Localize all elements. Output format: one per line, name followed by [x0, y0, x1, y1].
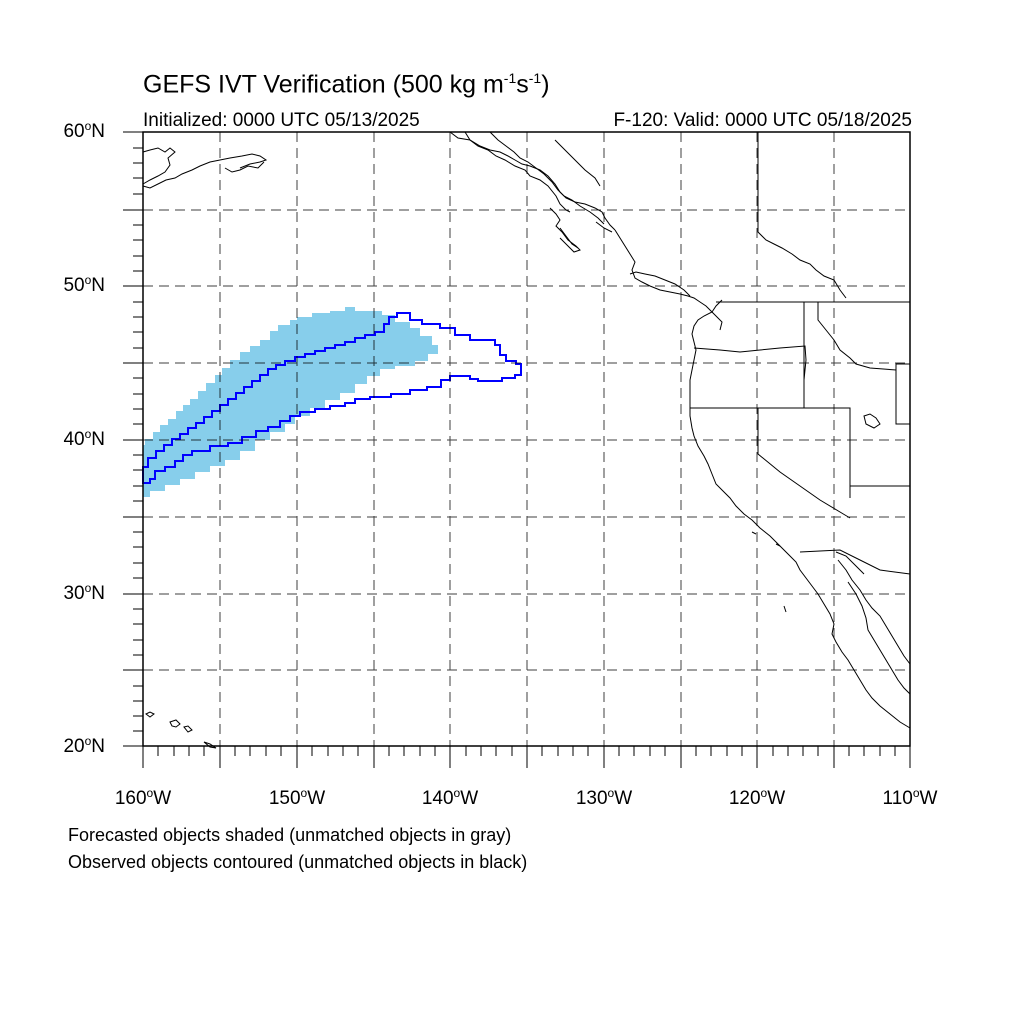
lon-label-160: 160oW [114, 786, 172, 809]
lat-label-40: 40oN [63, 427, 105, 450]
lon-label-130: 130oW [575, 786, 633, 809]
lat-label-60: 60oN [63, 119, 105, 142]
map-title: GEFS IVT Verification (500 kg m-1s-1) [143, 70, 550, 99]
graticule [143, 132, 910, 746]
initialized-time: Initialized: 0000 UTC 05/13/2025 [143, 110, 420, 131]
lon-label-120: 120oW [728, 786, 786, 809]
note-observed: Observed objects contoured (unmatched ob… [68, 852, 528, 872]
forecast-object [143, 307, 438, 497]
note-forecast: Forecasted objects shaded (unmatched obj… [68, 825, 512, 845]
observed-object-contour [142, 312, 522, 484]
lat-label-50: 50oN [63, 273, 105, 296]
lon-label-110: 110oW [882, 786, 938, 809]
axis-ticks [123, 131, 911, 768]
lat-label-30: 30oN [63, 581, 105, 604]
lon-label-150: 150oW [268, 786, 326, 809]
lat-label-20: 20oN [63, 734, 105, 757]
minor-ticks [133, 147, 896, 756]
valid-time: F-120: Valid: 0000 UTC 05/18/2025 [613, 110, 912, 131]
political-boundaries [690, 132, 911, 575]
lon-label-140: 140oW [421, 786, 479, 809]
